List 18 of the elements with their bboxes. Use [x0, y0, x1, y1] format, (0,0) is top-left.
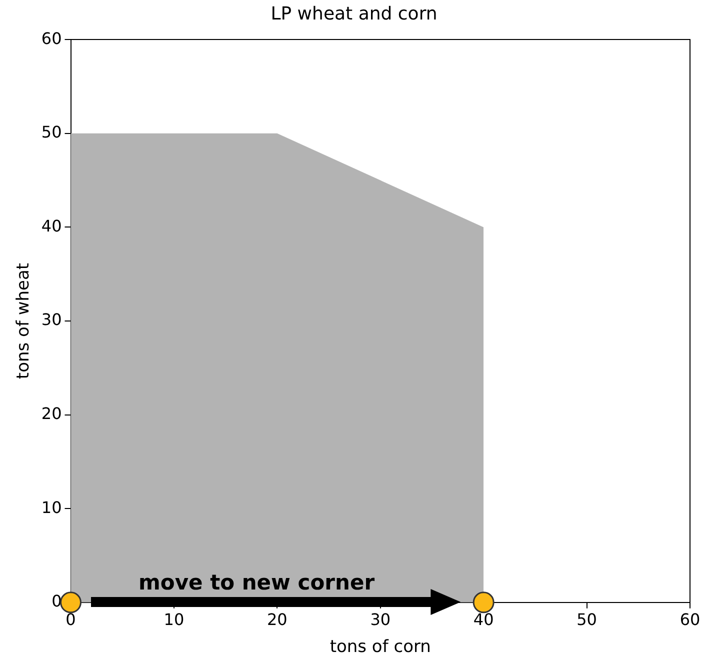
x-tick-label: 40 [473, 610, 494, 630]
x-tick-label: 20 [266, 610, 288, 630]
x-axis-title: tons of corn [330, 637, 431, 658]
y-tick-label: 20 [41, 404, 62, 423]
y-tick-label: 30 [41, 310, 62, 330]
y-tick-label: 10 [41, 498, 62, 517]
x-tick-label: 10 [164, 610, 184, 630]
y-tick-label: 50 [41, 122, 62, 142]
annotation: move to new corner [138, 570, 376, 594]
x-tick-label: 50 [576, 610, 597, 630]
x-tick-label: 0 [66, 610, 76, 630]
y-tick-label: 60 [41, 28, 62, 48]
y-tick-label: 40 [41, 216, 62, 236]
chart-title: LP wheat and corn [270, 3, 438, 24]
x-tick-label: 30 [370, 610, 391, 630]
y-tick-label: 0 [52, 592, 62, 611]
x-tick-label: 60 [680, 610, 700, 630]
y-axis-title: tons of wheat [14, 262, 34, 380]
